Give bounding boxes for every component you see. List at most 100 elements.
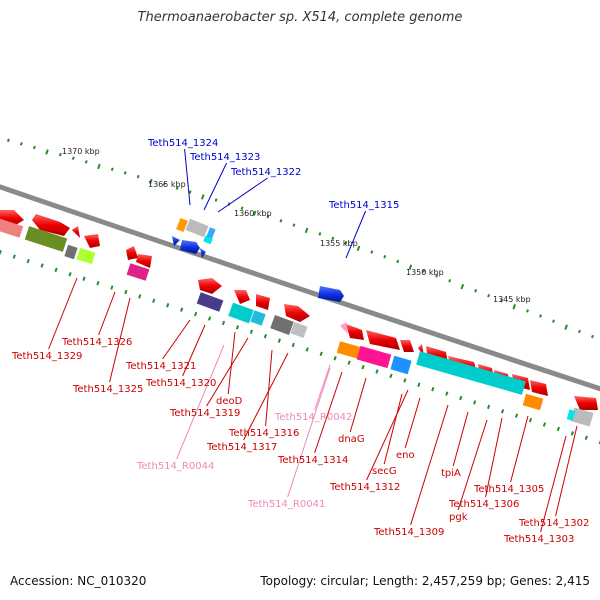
gene-arrow[interactable] — [400, 340, 414, 352]
gene-label[interactable]: Teth514_1321 — [125, 361, 196, 372]
gene-arrow[interactable] — [284, 304, 310, 322]
scale-major-tick — [252, 210, 257, 216]
scale-dot — [123, 171, 127, 175]
gene-block[interactable] — [24, 226, 68, 252]
gene-label[interactable]: Teth514_R0044 — [136, 461, 214, 472]
gene-arrow[interactable] — [340, 322, 348, 334]
leader-line — [452, 411, 469, 467]
scale-dot — [487, 404, 491, 410]
gene-arrow[interactable] — [126, 246, 138, 260]
gene-block[interactable] — [522, 393, 544, 411]
gene-label[interactable]: Teth514_1325 — [72, 384, 143, 395]
gene-arrow[interactable] — [198, 278, 222, 294]
gene-label[interactable]: Teth514_1312 — [329, 482, 400, 493]
gene-label[interactable]: eno — [396, 450, 415, 461]
gene-arrow[interactable] — [172, 236, 180, 246]
leader-line — [314, 371, 343, 454]
gene-label[interactable]: Teth514_1322 — [230, 167, 301, 178]
gene-arrow[interactable] — [180, 240, 200, 254]
scale-tick-label: 1365 kbp — [148, 180, 186, 189]
scale-dot — [136, 174, 140, 179]
gene-block[interactable] — [566, 409, 576, 421]
gene-arrow[interactable] — [318, 286, 344, 302]
scale-dot — [32, 145, 36, 150]
leader-line — [510, 415, 529, 483]
gene-label[interactable]: Teth514_1305 — [473, 484, 544, 495]
scale-dot — [445, 391, 449, 396]
gene-label[interactable]: deoD — [216, 396, 243, 407]
gene-block[interactable] — [126, 263, 150, 281]
scale-major-tick — [408, 264, 413, 270]
gene-arrow[interactable] — [200, 248, 206, 258]
scale-dot — [570, 431, 574, 436]
gene-arrow[interactable] — [136, 254, 152, 268]
gene-label[interactable]: Teth514_1319 — [169, 408, 240, 419]
leader-line — [109, 297, 131, 383]
gene-label[interactable]: Teth514_R0042 — [274, 412, 352, 423]
gene-block[interactable] — [176, 217, 188, 233]
gene-arrow[interactable] — [84, 234, 100, 248]
scale-dot — [347, 360, 351, 365]
gene-label[interactable]: Teth514_1306 — [448, 499, 519, 510]
scale-dot — [542, 422, 547, 427]
gene-arrow[interactable] — [256, 294, 270, 310]
scale-dot — [249, 329, 254, 334]
gene-block[interactable] — [570, 407, 594, 427]
gene-label[interactable]: Teth514_1303 — [503, 534, 574, 545]
map-title: Thermoanaerobacter sp. X514, complete ge… — [137, 10, 463, 25]
gene-block[interactable] — [185, 218, 209, 238]
gene-label[interactable]: Teth514_1326 — [61, 337, 132, 348]
scale-dot — [26, 258, 30, 264]
gene-block[interactable] — [228, 302, 254, 324]
gene-block[interactable] — [356, 345, 392, 369]
scale-dot — [319, 351, 323, 357]
gene-arrow[interactable] — [234, 290, 250, 304]
scale-dot — [448, 279, 452, 283]
gene-block[interactable] — [336, 341, 362, 359]
gene-arrow[interactable] — [574, 396, 598, 410]
gene-label[interactable]: Teth514_1302 — [518, 518, 589, 529]
gene-label[interactable]: Teth514_1323 — [189, 152, 260, 163]
gene-block[interactable] — [203, 235, 213, 245]
leader-line — [176, 344, 225, 460]
gene-label[interactable]: Teth514_1329 — [11, 351, 82, 362]
gene-block[interactable] — [196, 292, 224, 312]
gene-label[interactable]: tpiA — [441, 468, 461, 479]
gene-arrow[interactable] — [72, 226, 80, 238]
gene-block[interactable] — [390, 355, 412, 375]
gene-block[interactable] — [290, 321, 308, 339]
gene-label[interactable]: Teth514_1324 — [147, 138, 218, 149]
scale-track — [0, 138, 600, 445]
scale-dot — [277, 338, 281, 343]
gene-block[interactable] — [416, 351, 526, 395]
gene-label[interactable]: dnaG — [338, 434, 365, 445]
scale-dot — [556, 426, 561, 432]
gene-label[interactable]: secG — [372, 466, 397, 477]
scale-dot — [291, 342, 295, 348]
scale-dot — [292, 223, 296, 227]
gene-label[interactable]: Teth514_1317 — [206, 442, 277, 453]
gene-label[interactable]: Teth514_1316 — [228, 428, 299, 439]
scale-dot — [389, 373, 393, 379]
gene-arrow[interactable] — [346, 324, 364, 340]
scale-dot — [383, 254, 387, 259]
gene-block[interactable] — [64, 244, 78, 260]
gene-block[interactable] — [0, 218, 24, 238]
gene-block[interactable] — [206, 227, 216, 239]
gene-label[interactable]: Teth514_1320 — [145, 378, 216, 389]
gene-block[interactable] — [270, 315, 294, 335]
scale-tick-label: 1350 kbp — [406, 268, 444, 277]
gene-label[interactable]: Teth514_R0041 — [247, 499, 325, 510]
leader-line — [227, 331, 236, 395]
gene-arrow[interactable] — [366, 330, 400, 350]
scale-tick-label: 1355 kbp — [320, 239, 358, 248]
gene-block[interactable] — [76, 247, 96, 265]
gene-label[interactable]: Teth514_1315 — [328, 200, 399, 211]
gene-label[interactable]: pgk — [449, 512, 468, 523]
gene-label[interactable]: Teth514_1309 — [373, 527, 444, 538]
gene-block[interactable] — [250, 310, 266, 326]
gene-label[interactable]: Teth514_1314 — [277, 455, 348, 466]
gene-arrow[interactable] — [32, 214, 70, 236]
scale-dot — [193, 311, 198, 317]
gene-arrow[interactable] — [530, 380, 548, 396]
